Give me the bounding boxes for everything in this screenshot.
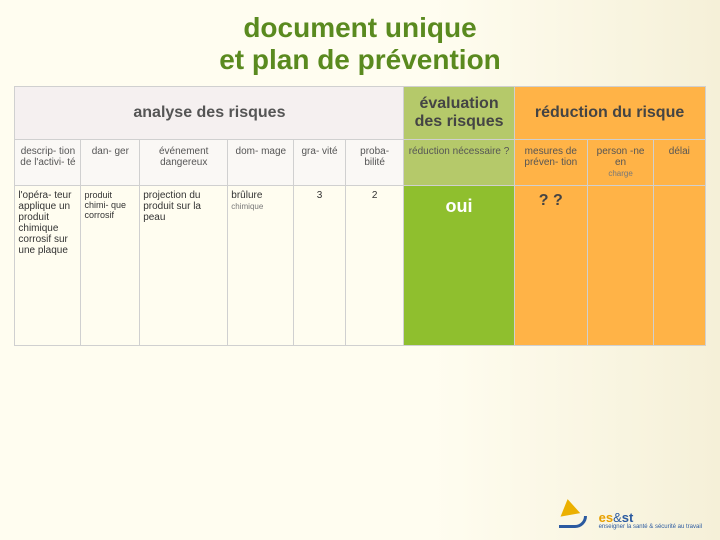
cell-personne (588, 186, 654, 346)
cell-reduction-necessaire: oui (404, 186, 514, 346)
col-personne: person -ne en charge (588, 140, 654, 186)
group-header-row: analyse des risques évaluation des risqu… (15, 87, 705, 140)
col-delai: délai (654, 140, 705, 186)
group-evaluation: évaluation des risques (404, 87, 514, 140)
group-reduction: réduction du risque (514, 87, 705, 140)
col-danger: dan- ger (81, 140, 140, 186)
title-line-2: et plan de prévention (219, 44, 501, 75)
logo-st: st (622, 510, 634, 525)
logo-es: es (599, 510, 613, 525)
cell-delai (654, 186, 705, 346)
logo-text-block: es&st enseigner la santé & sécurité au t… (599, 511, 702, 530)
logo-amp: & (613, 510, 622, 525)
page-title: document unique et plan de prévention (0, 0, 720, 86)
col-gravite: gra- vité (294, 140, 345, 186)
cell-danger: produit chimi- que corrosif (81, 186, 140, 346)
risk-table: analyse des risques évaluation des risqu… (14, 86, 705, 346)
sub-header-row: descrip- tion de l'activi- té dan- ger é… (15, 140, 705, 186)
col-description: descrip- tion de l'activi- té (15, 140, 81, 186)
title-line-1: document unique (243, 12, 476, 43)
footer-logo: es&st enseigner la santé & sécurité au t… (557, 496, 702, 530)
col-probabilite: proba- bilité (345, 140, 404, 186)
cell-description: l'opéra- teur applique un produit chimiq… (15, 186, 81, 346)
table-row: l'opéra- teur applique un produit chimiq… (15, 186, 705, 346)
cell-dommage: brûlure chimique (228, 186, 294, 346)
cell-mesures: ? ? (514, 186, 587, 346)
esst-logo-icon (557, 496, 593, 530)
cell-probabilite: 2 (345, 186, 404, 346)
col-evenement: événement dangereux (140, 140, 228, 186)
cell-evenement: projection du produit sur la peau (140, 186, 228, 346)
col-dommage: dom- mage (228, 140, 294, 186)
col-mesures: mesures de préven- tion (514, 140, 587, 186)
logo-subtitle: enseigner la santé & sécurité au travail (599, 524, 702, 530)
cell-gravite: 3 (294, 186, 345, 346)
col-reduction-necessaire: réduction nécessaire ? (404, 140, 514, 186)
group-analyse: analyse des risques (15, 87, 404, 140)
